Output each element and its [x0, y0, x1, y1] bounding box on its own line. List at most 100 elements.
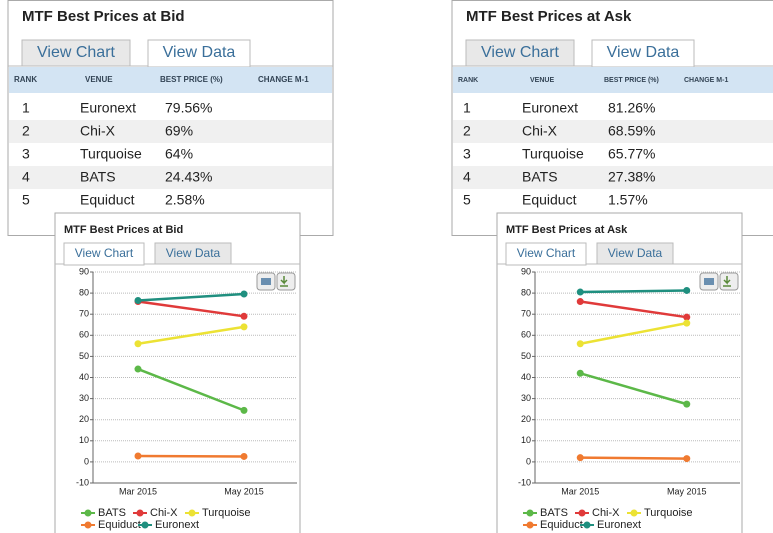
tab-label[interactable]: View Chart [517, 246, 576, 260]
y-tick-label: 20 [79, 414, 89, 424]
tab-label[interactable]: View Chart [481, 44, 560, 61]
table-cell: 24.43% [165, 169, 212, 185]
series-line [579, 372, 688, 406]
tab[interactable] [465, 39, 575, 67]
tab[interactable] [591, 39, 695, 68]
column-header[interactable]: CHANGE M-1 [684, 77, 728, 84]
tab-label[interactable]: View Data [608, 246, 663, 260]
data-point [683, 313, 691, 321]
legend-label[interactable]: BATS [98, 507, 126, 519]
table-cell: BATS [522, 169, 558, 185]
column-header[interactable]: CHANGE M-1 [258, 75, 309, 84]
series-line [580, 456, 687, 460]
legend-label[interactable]: Equiduct [98, 519, 141, 531]
legend-marker [578, 509, 586, 517]
table-cell: 4 [22, 169, 30, 185]
table-cell: 27.38% [608, 169, 655, 185]
legend-label[interactable]: Chi-X [592, 507, 620, 519]
data-point [683, 400, 691, 408]
series-line [137, 367, 245, 412]
column-header[interactable]: BEST PRICE (%) [604, 77, 659, 84]
series-line [580, 321, 687, 345]
legend-label[interactable]: Chi-X [150, 507, 178, 519]
x-tick-label: May 2015 [667, 486, 707, 496]
table-cell: Chi-X [522, 123, 558, 139]
tab-label[interactable]: View Chart [75, 246, 134, 260]
legend-marker [136, 509, 144, 517]
tab-label[interactable]: View Data [607, 44, 680, 61]
chart-title: MTF Best Prices at Bid [64, 224, 183, 236]
table-cell: 1.57% [608, 192, 648, 208]
tab-label[interactable]: View Chart [37, 44, 116, 61]
data-point [576, 454, 584, 462]
table-cell: 2 [463, 123, 471, 139]
table-header [9, 67, 332, 93]
column-header[interactable]: VENUE [530, 77, 554, 84]
tab[interactable] [505, 242, 587, 266]
series-line [137, 292, 245, 302]
data-point [134, 365, 142, 373]
legend-label[interactable]: BATS [540, 507, 568, 519]
column-header[interactable]: RANK [458, 77, 478, 84]
table-cell: Equiduct [522, 192, 577, 208]
panel-title: MTF Best Prices at Bid [22, 8, 185, 25]
data-point [134, 452, 142, 460]
y-tick-label: -10 [76, 477, 89, 487]
y-tick-label: 70 [79, 309, 89, 319]
legend-label[interactable]: Turquoise [202, 507, 251, 519]
data-point [134, 296, 142, 304]
table-header [453, 67, 773, 93]
tab[interactable] [154, 242, 232, 265]
tab[interactable] [63, 242, 145, 266]
column-header[interactable]: BEST PRICE (%) [160, 75, 223, 84]
table-cell: 65.77% [608, 146, 655, 162]
download-icon [280, 276, 288, 287]
tab[interactable] [21, 39, 131, 67]
row-band [9, 120, 332, 143]
table-cell: 69% [165, 123, 193, 139]
column-header[interactable]: VENUE [85, 75, 113, 84]
data-point [240, 323, 248, 331]
table-cell: 4 [463, 169, 471, 185]
x-tick-label: May 2015 [224, 486, 264, 496]
tab-label[interactable]: View Data [163, 44, 236, 61]
y-tick-label: 50 [521, 351, 531, 361]
row-band [453, 120, 773, 143]
legend-marker [583, 521, 591, 529]
legend-label[interactable]: Euronext [155, 519, 199, 531]
table-cell: 5 [22, 192, 30, 208]
y-tick-label: 60 [521, 330, 531, 340]
table-cell: 2.58% [165, 192, 205, 208]
y-tick-label: 20 [521, 414, 531, 424]
table-cell: 68.59% [608, 123, 655, 139]
row-band [9, 166, 332, 189]
chart-panel [54, 212, 301, 533]
column-header[interactable]: RANK [14, 75, 37, 84]
y-tick-label: 10 [79, 435, 89, 445]
table-cell: Turquoise [80, 146, 142, 162]
table-cell: Turquoise [522, 146, 584, 162]
legend-label[interactable]: Euronext [597, 519, 641, 531]
legend-marker [188, 509, 196, 517]
legend-label[interactable]: Equiduct [540, 519, 583, 531]
y-tick-label: 30 [521, 393, 531, 403]
table-cell: 79.56% [165, 100, 212, 116]
data-point [683, 455, 691, 463]
data-point [134, 340, 142, 348]
table-cell: 64% [165, 146, 193, 162]
table-cell: 3 [463, 146, 471, 162]
legend-marker [84, 509, 92, 517]
table-cell: 81.26% [608, 100, 655, 116]
series-line [580, 300, 687, 319]
x-tick-label: Mar 2015 [561, 486, 599, 496]
legend-marker [84, 521, 92, 529]
table-cell: 1 [22, 100, 30, 116]
table-cell: Equiduct [80, 192, 135, 208]
y-tick-label: 60 [79, 330, 89, 340]
tab-label[interactable]: View Data [166, 246, 221, 260]
tab[interactable] [596, 242, 674, 265]
legend-label[interactable]: Turquoise [644, 507, 693, 519]
row-band [453, 166, 773, 189]
data-point [683, 319, 691, 327]
